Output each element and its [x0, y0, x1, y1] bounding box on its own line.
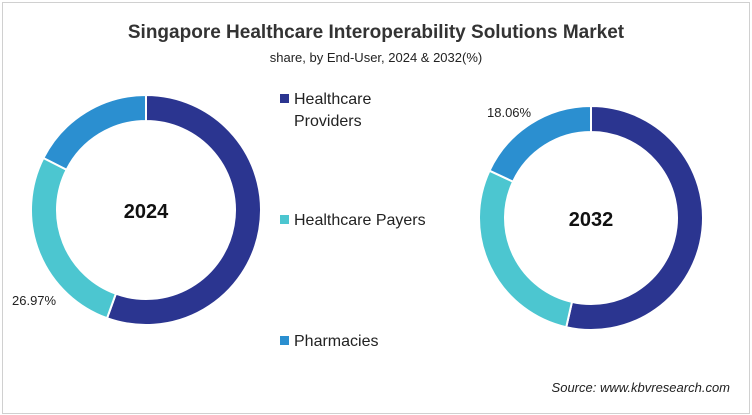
- chart-title: Singapore Healthcare Interoperability So…: [127, 22, 625, 43]
- legend-item-pharmacies: Pharmacies: [280, 331, 378, 353]
- legend-item-healthcare-providers: Healthcare Providers: [280, 89, 371, 133]
- data-label: 26.97%: [12, 293, 57, 308]
- donut-slice-pharmacies: [42, 93, 147, 172]
- legend-swatch: [280, 215, 289, 224]
- donut-slice-healthcare-payers: [478, 169, 574, 329]
- legend-swatch: [280, 94, 289, 103]
- legend-label: Healthcare Payers: [294, 212, 426, 229]
- data-label: 18.06%: [487, 105, 532, 120]
- source-note: Source: www.kbvresearch.com: [551, 380, 730, 395]
- donut-center-label: 2032: [569, 209, 614, 231]
- legend-label: Healthcare: [294, 91, 372, 108]
- legend-item-healthcare-payers: Healthcare Payers: [280, 210, 426, 232]
- donut-center-label: 2024: [124, 201, 169, 223]
- chart-subtitle: share, by End-User, 2024 & 2032(%): [269, 50, 483, 65]
- legend-label: Pharmacies: [294, 333, 379, 350]
- donut-slice-pharmacies: [488, 104, 592, 184]
- legend-label-line2: Providers: [294, 113, 362, 130]
- donut-slice-healthcare-providers: [565, 104, 704, 331]
- legend-swatch: [280, 336, 289, 345]
- donut-slice-healthcare-providers: [105, 93, 262, 326]
